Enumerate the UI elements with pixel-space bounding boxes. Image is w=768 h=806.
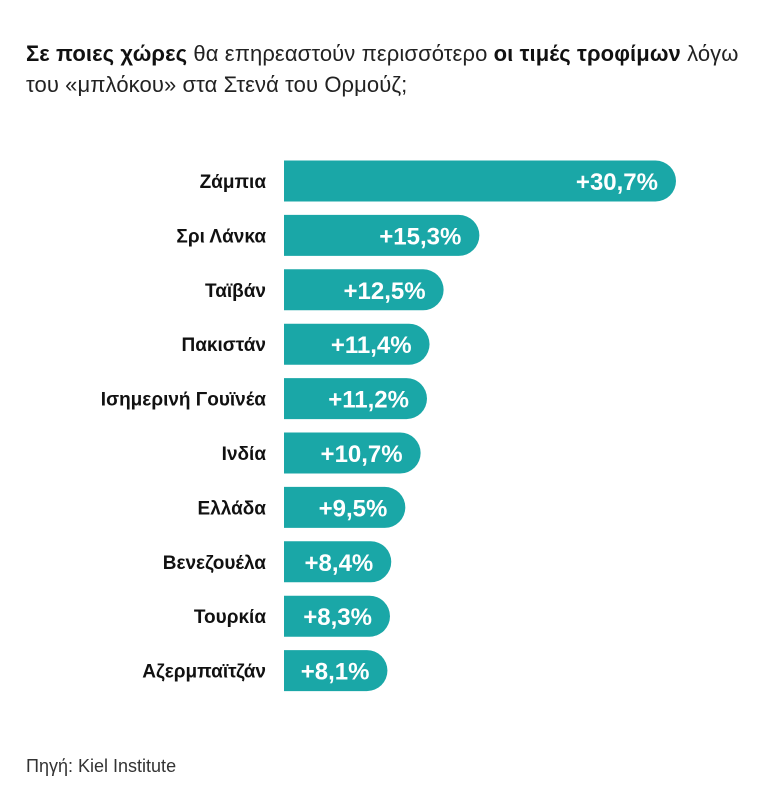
bar-5 xyxy=(284,378,427,420)
bar-9 xyxy=(284,595,390,637)
bar-1 xyxy=(284,160,676,202)
category-label: Αζερμπαϊτζάν xyxy=(142,662,266,683)
value-label: +8,4% xyxy=(305,550,374,577)
category-label: Βενεζουέλα xyxy=(163,553,267,574)
value-label: +8,3% xyxy=(303,604,372,631)
category-label: Ελλάδα xyxy=(198,498,267,519)
category-label: Σρι Λάνκα xyxy=(176,226,266,247)
title-bold-3: οι τιμές τροφίμων xyxy=(493,41,681,66)
category-label: Πακιστάν xyxy=(182,335,266,356)
value-label: +11,2% xyxy=(328,387,409,414)
title-bold-1: Σε ποιες χώρες xyxy=(26,41,188,66)
title-text-2: θα επηρεαστούν περισσότερο xyxy=(187,41,494,66)
bar-2 xyxy=(284,214,480,256)
category-label: Τουρκία xyxy=(194,607,266,628)
category-label: Ταϊβάν xyxy=(205,281,266,302)
chart-title: Σε ποιες χώρες θα επηρεαστούν περισσότερ… xyxy=(26,38,746,100)
bar-8 xyxy=(284,541,392,583)
category-label: Ινδία xyxy=(222,444,267,465)
value-label: +9,5% xyxy=(319,495,388,522)
value-label: +8,1% xyxy=(301,659,370,686)
title-text-4: λόγω του «μπλόκου» στα Στενά του Ορμούζ; xyxy=(26,41,739,97)
value-label: +12,5% xyxy=(344,278,426,305)
bar-3 xyxy=(284,269,444,311)
bar-4 xyxy=(284,323,430,365)
bar-7 xyxy=(284,486,406,528)
bar-6 xyxy=(284,432,421,474)
value-label: +30,7% xyxy=(576,169,658,196)
value-label: +10,7% xyxy=(321,441,403,468)
value-label: +11,4% xyxy=(331,332,412,359)
bar-10 xyxy=(284,650,388,692)
value-label: +15,3% xyxy=(379,223,461,250)
source-note: Πηγή: Kiel Institute xyxy=(26,756,177,776)
category-label: Ζάμπια xyxy=(200,172,267,193)
category-label: Ισημερινή Γουϊνέα xyxy=(101,390,267,411)
